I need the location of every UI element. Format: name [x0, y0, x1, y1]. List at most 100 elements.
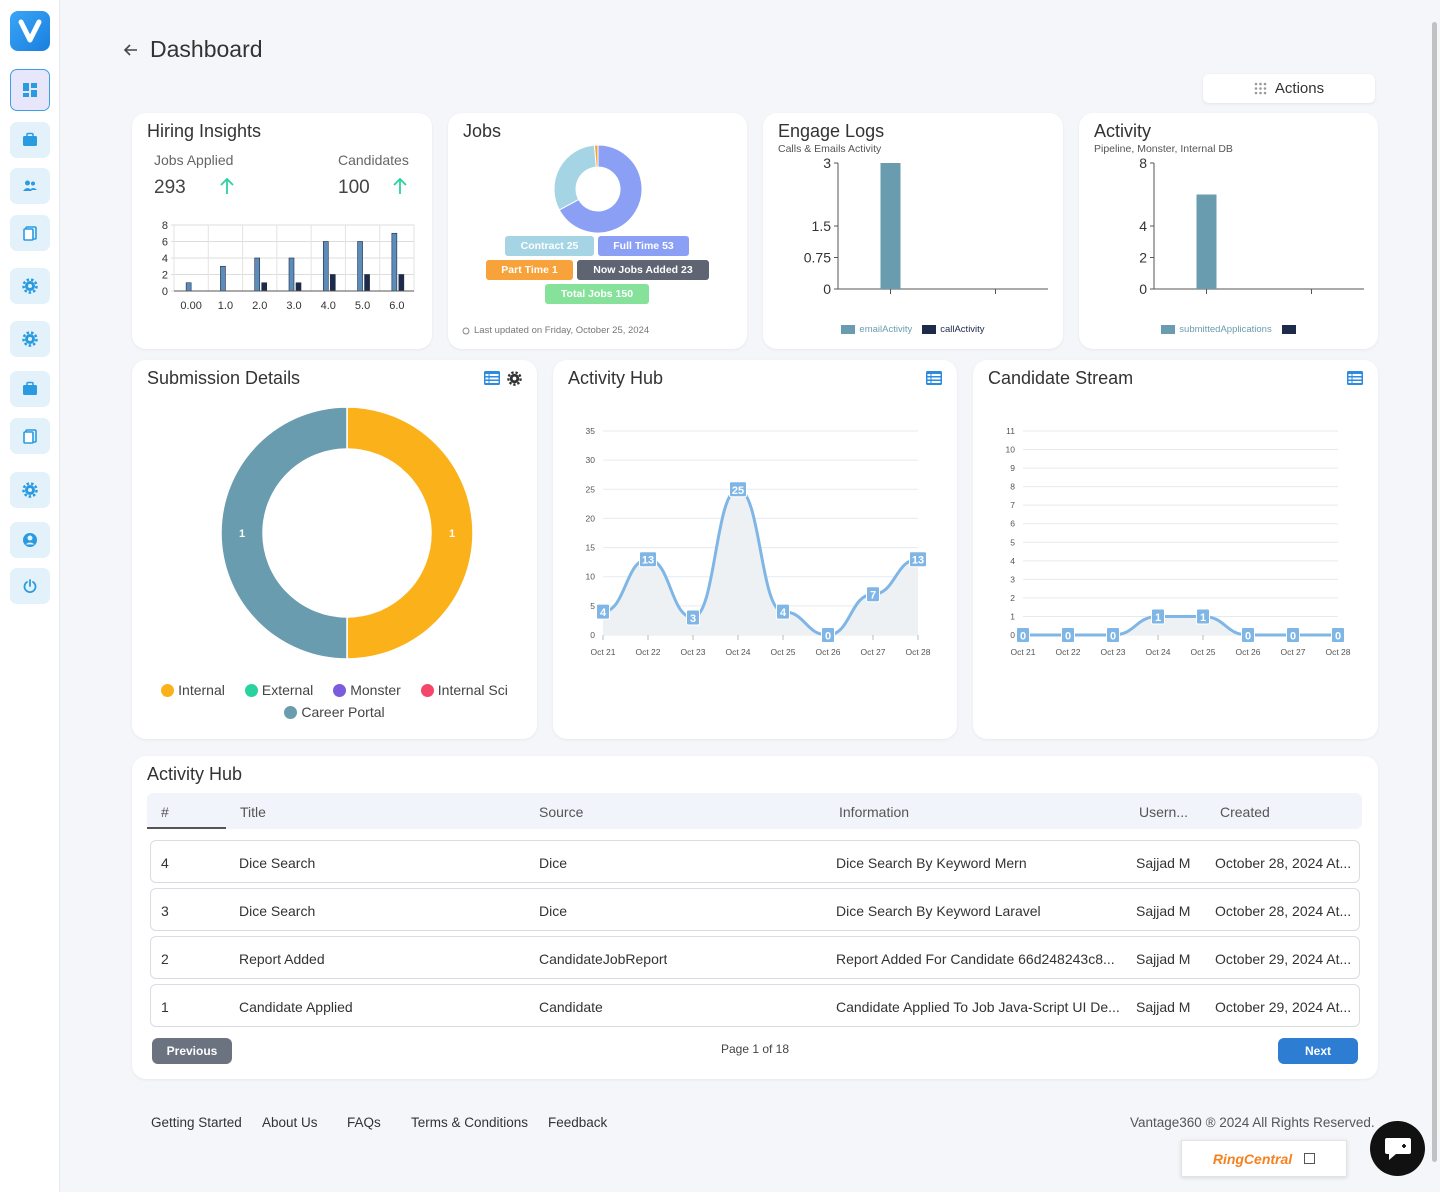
data-label-box	[821, 627, 835, 643]
previous-button[interactable]: Previous	[152, 1038, 232, 1064]
users-icon	[23, 180, 37, 191]
legend-call-activity: callActivity	[922, 324, 985, 335]
y-tick-label: 7	[1010, 500, 1015, 510]
data-label: 0	[1065, 631, 1071, 643]
sidebar-item-jobs-2[interactable]	[10, 371, 50, 407]
x-tick-label: 4.0	[321, 300, 336, 312]
table-row[interactable]: 3 Dice Search Dice Dice Search By Keywor…	[150, 888, 1360, 931]
next-button[interactable]: Next	[1278, 1038, 1358, 1064]
data-label: 4	[600, 607, 607, 619]
arrow-up-icon	[220, 177, 234, 194]
actions-button[interactable]: Actions	[1203, 74, 1375, 103]
data-label-box	[1016, 627, 1030, 643]
legend-monster[interactable]: Monster	[333, 682, 401, 698]
y-tick-label: 11	[1006, 426, 1015, 436]
x-tick-label: Oct 23	[1100, 647, 1125, 657]
table-row[interactable]: 1 Candidate Applied Candidate Candidate …	[150, 984, 1360, 1027]
engage-logs-subtitle: Calls & Emails Activity	[778, 143, 882, 155]
legend-external[interactable]: External	[244, 682, 313, 698]
page-title: Dashboard	[150, 36, 263, 62]
app-logo[interactable]	[10, 11, 50, 51]
slice-label: 1	[449, 528, 455, 540]
x-tick-label: Oct 28	[905, 647, 930, 657]
th-num[interactable]: #	[161, 804, 169, 820]
jobs-card: Jobs Contract 25 Full Time 53 Part Time …	[448, 113, 747, 349]
footer-link-faqs[interactable]: FAQs	[347, 1115, 381, 1130]
cell-num: 1	[161, 999, 169, 1015]
bar	[357, 241, 363, 292]
data-label-box	[639, 551, 657, 568]
ringcentral-logo: RingCentral	[1212, 1150, 1293, 1167]
hiring-insights-card: Hiring Insights Jobs Applied 293 Candida…	[132, 113, 432, 349]
jobs-applied-label: Jobs Applied	[154, 152, 234, 168]
bar	[288, 257, 295, 292]
chat-button[interactable]	[1370, 1121, 1425, 1176]
sidebar-item-dashboard[interactable]	[10, 69, 50, 111]
table-view-icon[interactable]	[926, 371, 942, 385]
table-row[interactable]: 2 Report Added CandidateJobReport Report…	[150, 936, 1360, 979]
th-username[interactable]: Usern...	[1139, 804, 1189, 820]
table-view-icon[interactable]	[1347, 371, 1363, 385]
table-view-icon[interactable]	[484, 371, 500, 385]
data-label-box	[776, 603, 790, 620]
gear-icon[interactable]	[507, 371, 522, 386]
briefcase-icon	[23, 381, 37, 395]
jobs-pill-full-time: Full Time 53	[598, 236, 689, 256]
x-tick-label: Oct 26	[1235, 647, 1260, 657]
hiring-insights-title: Hiring Insights	[147, 121, 262, 141]
sidebar-item-settings-2[interactable]	[10, 321, 50, 357]
bar	[1196, 194, 1217, 289]
page-info: Page 1 of 18	[720, 1042, 790, 1056]
donut-slice	[558, 144, 643, 234]
sidebar-item-documents-2[interactable]	[10, 418, 50, 454]
th-source[interactable]: Source	[539, 804, 584, 820]
jobs-last-updated: Last updated on Friday, October 25, 2024	[462, 325, 649, 336]
y-tick-label: 4	[162, 253, 168, 265]
table-header: # Title Source Information Usern... Crea…	[147, 793, 1362, 829]
candidate-stream-title: Candidate Stream	[988, 368, 1134, 388]
maximize-icon[interactable]	[1304, 1153, 1316, 1164]
legend-internal-sci[interactable]: Internal Sci	[420, 682, 508, 698]
scrollbar[interactable]	[1432, 22, 1437, 1162]
sidebar-item-settings-3[interactable]	[10, 472, 50, 508]
sidebar-item-logout[interactable]	[10, 568, 50, 604]
x-tick-label: Oct 26	[815, 647, 840, 657]
table-row[interactable]: 4 Dice Search Dice Dice Search By Keywor…	[150, 840, 1360, 883]
footer-link-feedback[interactable]: Feedback	[548, 1115, 608, 1130]
legend-internal[interactable]: Internal	[161, 682, 225, 698]
sidebar-item-jobs[interactable]	[10, 122, 50, 158]
ringcentral-widget[interactable]: RingCentral	[1181, 1140, 1347, 1177]
cell-source: CandidateJobReport	[539, 951, 668, 967]
sidebar-item-profile[interactable]	[10, 522, 50, 558]
cell-created: October 29, 2024 At...	[1215, 999, 1352, 1015]
th-title[interactable]: Title	[240, 804, 266, 820]
th-information[interactable]: Information	[839, 804, 910, 820]
sidebar-item-documents[interactable]	[10, 215, 50, 251]
footer-copyright: Vantage360 ® 2024 All Rights Reserved.	[1130, 1115, 1375, 1130]
jobs-pill-new-jobs: Now Jobs Added 23	[577, 260, 709, 280]
y-tick-label: 3	[1010, 574, 1015, 584]
submission-details-title: Submission Details	[147, 368, 301, 388]
footer-link-terms[interactable]: Terms & Conditions	[411, 1115, 529, 1130]
y-tick-label: 0	[162, 286, 168, 298]
sidebar-item-settings-1[interactable]	[10, 268, 50, 304]
footer-link-about-us[interactable]: About Us	[262, 1115, 318, 1130]
back-arrow-icon[interactable]	[122, 41, 140, 59]
bar	[329, 274, 336, 292]
activity-title: Activity	[1094, 121, 1152, 141]
sidebar-item-candidates[interactable]	[10, 168, 50, 204]
footer-link-getting-started[interactable]: Getting Started	[151, 1115, 242, 1130]
x-tick-label: Oct 25	[770, 647, 795, 657]
data-label: 25	[732, 485, 744, 497]
activity-hub-chart-title: Activity Hub	[568, 368, 664, 388]
cell-num: 2	[161, 951, 169, 967]
legend-career-portal[interactable]: Career Portal	[284, 704, 385, 720]
actions-label: Actions	[1274, 80, 1325, 97]
data-label: 0	[1020, 631, 1026, 643]
th-created[interactable]: Created	[1220, 804, 1270, 820]
cell-user: Sajjad M	[1136, 855, 1191, 871]
cell-source: Dice	[539, 855, 568, 871]
y-tick-label: 20	[586, 513, 596, 523]
cell-title: Candidate Applied	[239, 999, 353, 1015]
briefcase-icon	[23, 132, 37, 146]
